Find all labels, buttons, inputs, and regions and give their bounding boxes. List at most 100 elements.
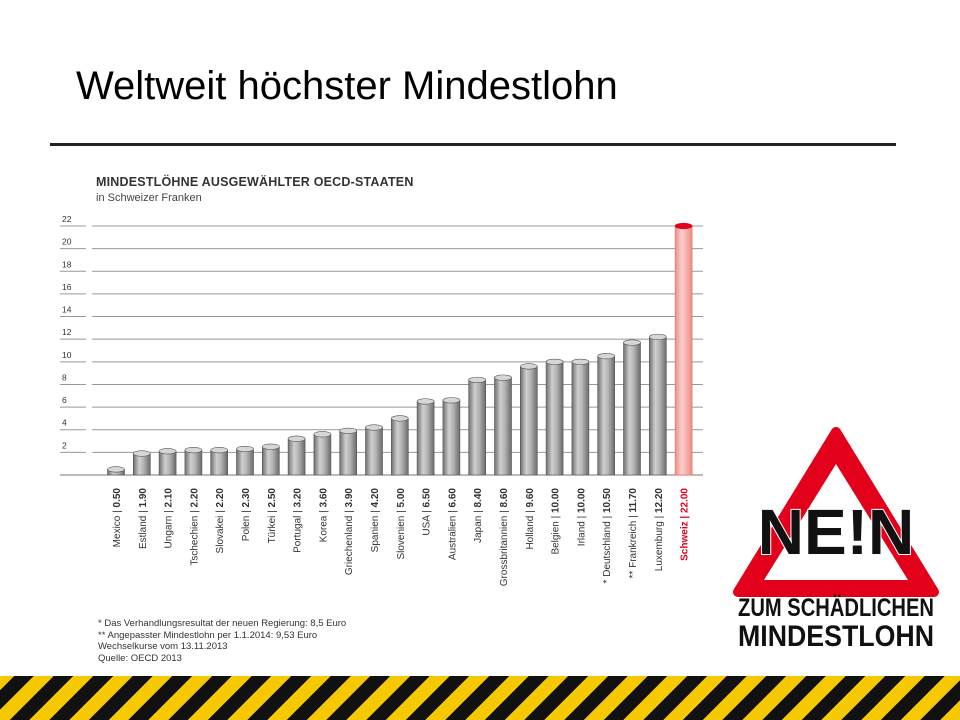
value-label: 2.20 [215,488,226,508]
category-label-group: Polen | 2.30 [241,488,252,542]
x-tick-label: Grossbritannien | 8.60 [499,488,510,587]
logo-word: NE!N [758,496,914,568]
value-label: 2.10 [164,488,175,508]
title-divider [50,143,896,146]
category-name: Grossbritannien [499,516,510,587]
bar-cap [519,363,538,370]
value-label: 11.70 [628,488,639,513]
x-tick-label: Estland | 1.90 [138,488,149,549]
bar-cap [339,427,358,434]
bar [623,342,641,476]
value-label: 0.50 [112,488,123,508]
bar-cap [365,424,383,431]
category-name: Irland [576,521,587,546]
x-tick-label: Mexico | 0.50 [112,488,123,548]
separator: | [576,513,587,521]
category-label-group: Spanien | 4.20 [370,488,381,553]
category-label-group: * Deutschland | 10.50 [602,488,613,584]
logo-line2: MINDESTLOHN [738,620,934,653]
separator: | [499,507,510,515]
y-tick-label: 16 [62,282,72,292]
category-name: Belgien [551,521,562,554]
slide-title: Weltweit höchster Mindestlohn [76,64,618,108]
x-tick-label: Schweiz | 22.00 [680,488,691,561]
bar-cap [468,376,487,384]
separator: | [602,513,613,521]
bar [210,449,228,476]
bar [545,361,564,476]
bar [597,355,616,476]
category-name: Griechenland [344,516,355,575]
nein-logo: NE!N ZUM SCHÄDLICHEN MINDESTLOHN [733,427,939,653]
value-label: 2.30 [241,488,252,508]
bar-cap [623,339,641,346]
bar-cap [210,447,228,454]
separator: | [551,513,562,521]
value-label: 9.60 [525,488,536,508]
bar [365,427,383,476]
category-label-group: Slovenien | 5.00 [396,488,407,560]
y-tick-label: 14 [62,305,72,315]
category-name: Australien [447,516,458,560]
value-label: 8.60 [499,488,510,508]
bar [442,399,461,476]
category-name: Slovakei [215,516,226,554]
bar [313,433,332,476]
bar [339,430,358,476]
x-tick-label: Korea | 3.60 [318,488,329,543]
footnotes: * Das Verhandlungsresultat der neuen Reg… [98,618,346,664]
category-label-group: Schweiz | 22.00 [680,488,691,561]
value-label: 6.50 [422,488,433,508]
separator: | [654,513,665,521]
value-label: 12.20 [654,488,665,513]
category-name: Japan [473,516,484,543]
bar [571,361,590,476]
x-tick-label: Ungarn | 2.10 [164,488,175,549]
bar [519,366,538,476]
category-label-group: Holland | 9.60 [525,488,536,550]
value-label: 4.20 [370,488,381,508]
category-name: Korea [318,515,329,542]
category-label-group: Grossbritannien | 8.60 [499,488,510,587]
bar-cap [287,435,306,442]
separator: | [189,507,200,515]
category-label-group: ** Frankreich | 11.70 [628,488,639,579]
x-tick-label: * Deutschland | 10.50 [602,488,613,584]
footnote-1: * Das Verhandlungsresultat der neuen Reg… [98,618,347,629]
category-label-group: Türkei | 2.50 [267,488,278,544]
category-name: Spanien [370,516,381,553]
separator: | [215,507,226,515]
category-name: Portugal [293,516,304,553]
category-name: Ungarn [164,516,175,549]
category-label-group: Portugal | 3.20 [293,488,304,553]
x-tick-label: Holland | 9.60 [525,488,536,550]
value-label: 2.50 [267,488,278,508]
x-tick-label: Australien | 6.60 [447,488,458,561]
x-tick-label: Irland | 10.00 [576,488,587,547]
x-tick-label: Spanien | 4.20 [370,488,381,553]
value-label: 10.00 [576,488,587,513]
value-label: 6.60 [447,488,458,508]
category-label-group: Estland | 1.90 [138,488,149,549]
bar-cap [648,333,667,341]
separator: | [293,507,304,515]
bar [674,225,693,476]
x-tick-label: Griechenland | 3.90 [344,488,355,576]
bar-cap [494,374,512,381]
category-label-group: Griechenland | 3.90 [344,488,355,576]
bar [468,379,487,476]
separator: | [267,507,278,515]
bar-cap [184,447,203,454]
bar [184,449,203,476]
bar [236,448,254,476]
value-label: 2.20 [189,488,200,508]
category-name: Holland [525,516,536,550]
separator: | [525,507,536,515]
category-name: * Deutschland [602,521,613,583]
y-tick-label: 2 [62,440,67,450]
category-label-group: Japan | 8.40 [473,488,484,543]
bar [261,446,280,476]
x-tick-label: Slovakei | 2.20 [215,488,226,554]
hazard-stripe-band [0,676,960,720]
value-label: 22.00 [680,488,691,513]
